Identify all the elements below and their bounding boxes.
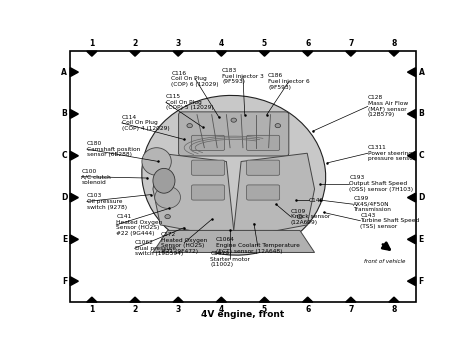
Polygon shape <box>408 193 416 202</box>
Polygon shape <box>408 235 416 244</box>
Polygon shape <box>346 51 356 56</box>
Text: C183
Fuel injector 3
(9F593): C183 Fuel injector 3 (9F593) <box>222 68 264 84</box>
Polygon shape <box>87 297 97 302</box>
Polygon shape <box>259 51 270 56</box>
Text: 6: 6 <box>305 39 310 48</box>
Text: 8: 8 <box>392 39 397 48</box>
FancyBboxPatch shape <box>179 112 289 156</box>
Text: C140: C140 <box>309 198 324 203</box>
Ellipse shape <box>275 124 281 128</box>
Text: C141
Heated Oxygen
Sensor (HO2S)
#22 (9G444): C141 Heated Oxygen Sensor (HO2S) #22 (9G… <box>116 214 163 236</box>
Text: C116
Coil On Plug
(COP) 6 (12029): C116 Coil On Plug (COP) 6 (12029) <box>172 71 219 87</box>
Ellipse shape <box>155 186 181 208</box>
Text: D: D <box>419 193 425 202</box>
Text: B: B <box>419 110 424 118</box>
Polygon shape <box>70 277 78 286</box>
Text: A: A <box>62 68 67 77</box>
Text: 4: 4 <box>219 305 224 314</box>
Polygon shape <box>70 68 78 77</box>
Polygon shape <box>153 231 315 252</box>
Text: 1: 1 <box>89 39 94 48</box>
FancyBboxPatch shape <box>246 185 280 200</box>
Polygon shape <box>408 68 416 77</box>
Text: C1311
Power steering
pressure sensor: C1311 Power steering pressure sensor <box>368 145 415 161</box>
Ellipse shape <box>142 96 326 255</box>
Text: F: F <box>62 277 67 286</box>
Text: B: B <box>62 110 67 118</box>
Text: A: A <box>419 68 424 77</box>
Polygon shape <box>70 235 78 244</box>
Polygon shape <box>70 193 78 202</box>
Text: 1: 1 <box>89 305 94 314</box>
Text: C193
Output Shaft Speed
(OSS) sensor (7H103): C193 Output Shaft Speed (OSS) sensor (7H… <box>349 175 414 192</box>
Polygon shape <box>87 51 97 56</box>
Polygon shape <box>408 277 416 286</box>
Text: C1979
Starter motor
(11002): C1979 Starter motor (11002) <box>210 251 250 267</box>
Text: C172
Heated Oxygen
Sensor (HO2S)
#21 (9F472): C172 Heated Oxygen Sensor (HO2S) #21 (9F… <box>161 232 207 254</box>
Text: D: D <box>61 193 67 202</box>
Text: 6: 6 <box>305 305 310 314</box>
Polygon shape <box>389 297 399 302</box>
Text: front of vehicle: front of vehicle <box>364 259 405 264</box>
Polygon shape <box>259 297 270 302</box>
Text: C103
Oil pressure
switch (9278): C103 Oil pressure switch (9278) <box>87 193 127 209</box>
Ellipse shape <box>165 214 170 219</box>
Text: C180
Camshaft position
sensor (6B288): C180 Camshaft position sensor (6B288) <box>87 141 140 157</box>
Text: C100
A/C clutch
solenoid: C100 A/C clutch solenoid <box>82 169 111 185</box>
Text: 8: 8 <box>392 305 397 314</box>
Ellipse shape <box>297 214 302 219</box>
Polygon shape <box>130 51 140 56</box>
Text: C1064
Engine Coolant Temperature
(ECT) sensor (12A648): C1064 Engine Coolant Temperature (ECT) s… <box>216 237 300 254</box>
Text: C143
Turbine Shaft Speed
(TSS) sensor: C143 Turbine Shaft Speed (TSS) sensor <box>360 213 419 229</box>
FancyBboxPatch shape <box>246 135 280 150</box>
Text: 2: 2 <box>132 305 137 314</box>
Ellipse shape <box>153 168 175 193</box>
Text: C128
Mass Air Flow
(MAF) sensor
(12B579): C128 Mass Air Flow (MAF) sensor (12B579) <box>368 96 408 117</box>
Text: C115
Coil On Plug
(COP) 5 (12029): C115 Coil On Plug (COP) 5 (12029) <box>166 94 213 110</box>
Text: C: C <box>62 151 67 160</box>
Text: E: E <box>419 235 424 244</box>
Ellipse shape <box>231 118 237 122</box>
Ellipse shape <box>142 148 171 175</box>
Text: E: E <box>62 235 67 244</box>
Polygon shape <box>346 297 356 302</box>
Text: C1062
Dual pressure
switch (19D594): C1062 Dual pressure switch (19D594) <box>135 240 183 256</box>
Polygon shape <box>216 51 227 56</box>
Polygon shape <box>173 297 183 302</box>
FancyBboxPatch shape <box>191 160 225 175</box>
Text: F: F <box>419 277 424 286</box>
Ellipse shape <box>187 124 192 128</box>
Text: 3: 3 <box>175 39 181 48</box>
Polygon shape <box>70 151 78 160</box>
Polygon shape <box>130 297 140 302</box>
Text: C199
AX4S/4F50N
Transmission: C199 AX4S/4F50N Transmission <box>353 196 391 212</box>
Polygon shape <box>173 51 183 56</box>
FancyBboxPatch shape <box>246 160 280 175</box>
Text: 3: 3 <box>175 305 181 314</box>
Text: 4V engine, front: 4V engine, front <box>201 310 284 319</box>
FancyBboxPatch shape <box>191 185 225 200</box>
Polygon shape <box>216 297 227 302</box>
Text: 7: 7 <box>348 305 354 314</box>
FancyBboxPatch shape <box>191 135 225 150</box>
Polygon shape <box>408 110 416 118</box>
Text: 4: 4 <box>219 39 224 48</box>
Text: C: C <box>419 151 424 160</box>
Polygon shape <box>302 297 313 302</box>
Polygon shape <box>234 153 315 236</box>
Polygon shape <box>389 51 399 56</box>
Text: 7: 7 <box>348 39 354 48</box>
Text: C114
Coil On Plug
(COP) 4 (12029): C114 Coil On Plug (COP) 4 (12029) <box>122 115 169 131</box>
Text: C109
Knock sensor
(12A699): C109 Knock sensor (12A699) <box>291 208 330 225</box>
Polygon shape <box>302 51 313 56</box>
Polygon shape <box>70 110 78 118</box>
Text: 2: 2 <box>132 39 137 48</box>
Text: 5: 5 <box>262 305 267 314</box>
Polygon shape <box>153 153 234 236</box>
Polygon shape <box>408 151 416 160</box>
Text: 5: 5 <box>262 39 267 48</box>
Text: C186
Fuel injector 6
(9F593): C186 Fuel injector 6 (9F593) <box>268 73 310 90</box>
